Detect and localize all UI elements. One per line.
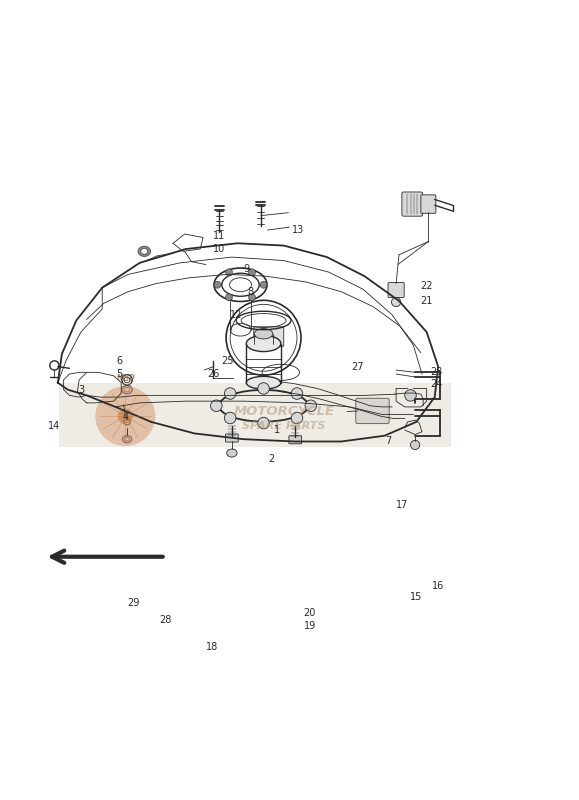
Text: 18: 18 <box>206 642 218 652</box>
Text: SPARE PARTS: SPARE PARTS <box>242 421 325 431</box>
Text: 4: 4 <box>122 412 129 422</box>
Text: 27: 27 <box>351 362 364 371</box>
FancyBboxPatch shape <box>59 382 451 447</box>
FancyBboxPatch shape <box>226 434 238 442</box>
Circle shape <box>225 388 236 399</box>
FancyBboxPatch shape <box>289 436 302 444</box>
Text: 17: 17 <box>395 500 408 510</box>
Text: MOTORCYCLE: MOTORCYCLE <box>233 405 334 418</box>
Text: 6: 6 <box>116 356 123 366</box>
Text: 2: 2 <box>268 454 274 464</box>
Ellipse shape <box>141 249 148 254</box>
Circle shape <box>248 269 255 276</box>
Text: 29: 29 <box>128 598 140 608</box>
Circle shape <box>226 269 232 276</box>
Circle shape <box>248 294 255 301</box>
Text: 3: 3 <box>78 385 84 394</box>
Text: 25: 25 <box>221 356 233 366</box>
FancyBboxPatch shape <box>356 398 389 424</box>
Text: 10: 10 <box>213 244 225 254</box>
Circle shape <box>96 386 155 446</box>
Text: 15: 15 <box>410 592 423 602</box>
Text: 5: 5 <box>116 369 123 379</box>
Ellipse shape <box>227 449 237 457</box>
Circle shape <box>226 294 232 301</box>
Text: 20: 20 <box>303 608 316 618</box>
Circle shape <box>305 400 317 411</box>
Text: 28: 28 <box>159 615 172 625</box>
Text: 1: 1 <box>274 425 280 435</box>
FancyBboxPatch shape <box>254 327 284 346</box>
Text: 24: 24 <box>430 379 442 389</box>
Circle shape <box>118 409 133 424</box>
Text: 9: 9 <box>243 264 250 274</box>
Circle shape <box>391 298 401 306</box>
Text: MSP: MSP <box>116 374 135 383</box>
Text: 8: 8 <box>247 286 254 297</box>
Text: 22: 22 <box>420 281 433 291</box>
Circle shape <box>258 382 269 394</box>
Text: 23: 23 <box>430 367 442 378</box>
FancyBboxPatch shape <box>402 192 423 216</box>
Text: 13: 13 <box>292 225 305 235</box>
Text: 11: 11 <box>213 230 225 241</box>
Ellipse shape <box>246 376 281 389</box>
FancyBboxPatch shape <box>421 195 436 214</box>
Ellipse shape <box>138 246 151 257</box>
Circle shape <box>291 412 303 424</box>
Text: 12: 12 <box>230 310 243 320</box>
Circle shape <box>411 440 420 450</box>
Circle shape <box>405 390 416 401</box>
Ellipse shape <box>254 329 273 339</box>
Circle shape <box>291 388 303 399</box>
Circle shape <box>260 282 267 288</box>
Circle shape <box>214 282 221 288</box>
Text: 19: 19 <box>303 621 316 631</box>
Circle shape <box>258 418 269 429</box>
Text: 14: 14 <box>48 421 61 431</box>
Text: 21: 21 <box>420 296 433 306</box>
Text: 26: 26 <box>207 369 219 379</box>
FancyBboxPatch shape <box>388 282 404 298</box>
Text: 16: 16 <box>432 581 444 590</box>
Circle shape <box>225 412 236 424</box>
Ellipse shape <box>246 335 281 351</box>
Text: 7: 7 <box>386 437 392 446</box>
Circle shape <box>211 400 222 411</box>
